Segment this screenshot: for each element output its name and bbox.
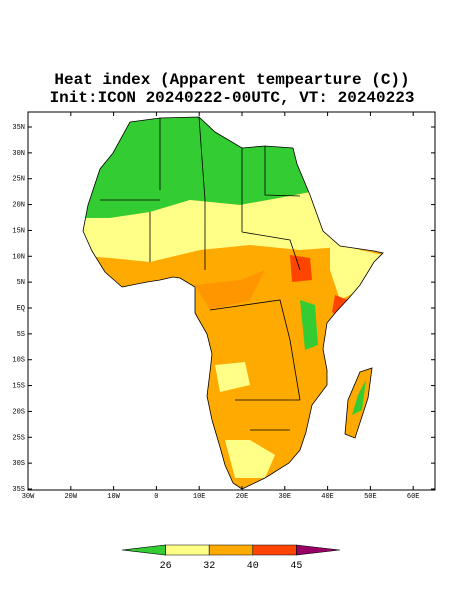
lat-label: 10S: [12, 357, 25, 365]
colorbar-label: 32: [203, 561, 215, 572]
lat-label: 5S: [17, 331, 25, 339]
lon-label: 10E: [193, 493, 206, 501]
lat-label: 30N: [12, 150, 25, 158]
colorbar-segment: [165, 544, 210, 556]
lon-label: 30W: [22, 493, 35, 501]
lon-label: 20E: [236, 493, 249, 501]
lat-label: 30S: [12, 460, 25, 468]
colorbar-label: 45: [290, 561, 302, 572]
lon-label: 30E: [278, 493, 291, 501]
lat-label: 25S: [12, 434, 25, 442]
country-borders: [100, 116, 301, 431]
lon-label: 10W: [107, 493, 120, 501]
lon-label: 20W: [64, 493, 77, 501]
lat-label: 25N: [12, 176, 25, 184]
lat-label: 5N: [17, 279, 25, 287]
lat-label: 35N: [12, 124, 25, 132]
colorbar-label: 40: [247, 561, 259, 572]
colorbar-segment: [121, 544, 166, 556]
lat-label: 20N: [12, 202, 25, 210]
lat-label: EQ: [17, 305, 25, 313]
title: Heat index (Apparent tempearture (C)): [54, 71, 409, 89]
lon-label: 0: [154, 493, 158, 501]
lon-label: 50E: [364, 493, 377, 501]
lat-label: 10N: [12, 253, 25, 261]
colorbar-segment: [252, 544, 297, 556]
colorbar-segment: [208, 544, 254, 556]
subtitle: Init:ICON 20240222-00UTC, VT: 20240223: [50, 89, 415, 107]
lat-label: 15S: [12, 383, 25, 391]
lat-label: 20S: [12, 408, 25, 416]
lat-label: 15N: [12, 227, 25, 235]
lon-label: 60E: [407, 493, 420, 501]
madagascar-green: [352, 380, 366, 415]
lat-label: 35S: [12, 486, 25, 494]
colorbar-segment: [296, 544, 341, 556]
lon-label: 40E: [321, 493, 334, 501]
colorbar-label: 26: [160, 561, 172, 572]
